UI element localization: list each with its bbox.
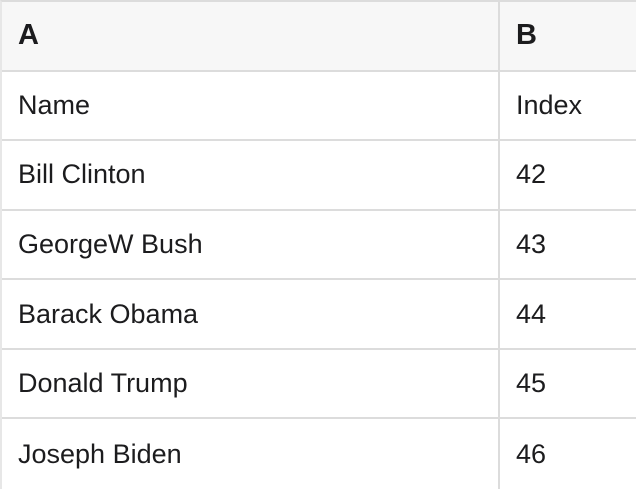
table-cell-a[interactable]: Bill Clinton — [18, 159, 146, 190]
table-row: GeorgeW Bush 43 — [2, 210, 636, 281]
table-cell-b[interactable]: 43 — [498, 210, 636, 279]
table-cell-a[interactable]: Joseph Biden — [18, 438, 182, 469]
table-cell-b[interactable]: Index — [498, 71, 636, 140]
column-header-b[interactable]: B — [498, 2, 636, 70]
table-cell-b[interactable]: 45 — [498, 349, 636, 418]
table-row: Name Index — [2, 71, 636, 142]
table-cell-a[interactable]: Barack Obama — [18, 298, 199, 329]
table-row: Joseph Biden 46 — [2, 419, 636, 489]
table-cell-b[interactable]: 42 — [498, 141, 636, 209]
table-header-row: A B — [2, 2, 636, 72]
table-cell-b[interactable]: 46 — [498, 419, 636, 489]
table-cell-a[interactable]: GeorgeW Bush — [18, 228, 203, 259]
column-header-a[interactable]: A — [18, 19, 39, 52]
table-row: Barack Obama 44 — [2, 280, 636, 350]
table-cell-a[interactable]: Name — [18, 89, 91, 120]
table-row: Donald Trump 45 — [2, 349, 636, 420]
table-cell-a[interactable]: Donald Trump — [18, 368, 188, 399]
table-cell-b[interactable]: 44 — [498, 280, 636, 348]
table-row: Bill Clinton 42 — [2, 141, 636, 211]
